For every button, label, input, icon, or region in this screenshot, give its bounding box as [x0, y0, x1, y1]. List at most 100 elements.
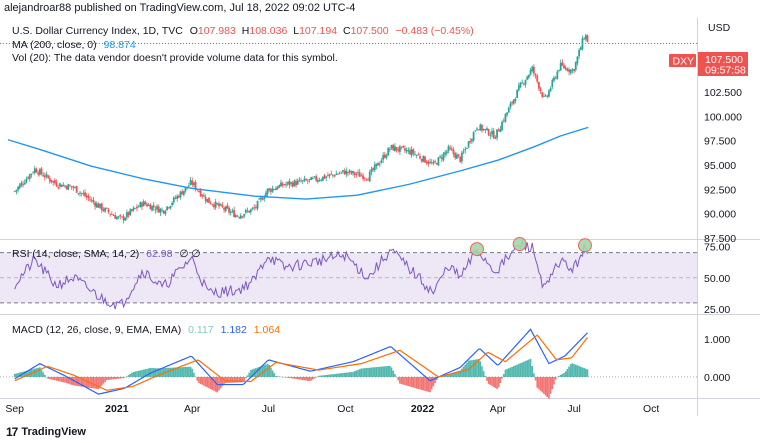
- candle-body: [419, 156, 421, 159]
- candle-body: [512, 99, 515, 104]
- macd-hist-bar: [459, 370, 462, 377]
- candle-body: [337, 173, 339, 175]
- macd-hist-bar: [285, 376, 287, 378]
- macd-hist-bar: [548, 376, 550, 399]
- macd-hist-bar: [55, 376, 58, 381]
- candle-body: [579, 47, 582, 51]
- macd-hist-bar: [477, 359, 480, 377]
- macd-hist-bar: [456, 371, 458, 377]
- candle-body: [224, 206, 227, 212]
- candle-body: [38, 169, 41, 175]
- macd-hist-bar: [512, 366, 515, 377]
- macd-tick-label: 0.000: [704, 372, 730, 384]
- macd-hist-bar: [295, 376, 297, 380]
- macd-hist-bar: [322, 375, 324, 377]
- macd-hist-bar: [499, 376, 502, 383]
- candle-body: [410, 149, 413, 156]
- macd-hist-bar: [583, 368, 585, 377]
- macd-hist-bar: [15, 373, 18, 377]
- macd-hist-bar: [251, 369, 254, 377]
- macd-hist-bar: [44, 374, 46, 377]
- candle-body: [259, 197, 262, 200]
- candle-body: [80, 192, 83, 194]
- macd-hist-bar: [245, 376, 247, 379]
- candle-body: [221, 204, 224, 207]
- macd-hist-bar: [424, 376, 426, 391]
- candle-body: [440, 157, 443, 159]
- macd-hist-bar: [116, 376, 118, 379]
- macd-hist-bar: [106, 376, 108, 381]
- candle-body: [476, 128, 478, 130]
- candle-body: [455, 154, 458, 159]
- candle-body: [166, 206, 169, 210]
- macd-hist-bar: [243, 376, 245, 381]
- candle-body: [521, 82, 524, 84]
- macd-hist-bar: [462, 366, 465, 377]
- macd-hist-bar: [303, 376, 306, 381]
- candle-body: [236, 215, 239, 217]
- macd-hist-bar: [261, 365, 264, 377]
- macd-hist-bar: [357, 369, 359, 377]
- candle-body: [64, 185, 66, 187]
- candle-body: [499, 128, 502, 133]
- candle-body: [553, 77, 555, 81]
- macd-hist-bar: [553, 376, 555, 385]
- macd-hist-bar: [471, 360, 473, 377]
- macd-hist-bar: [109, 376, 111, 380]
- rsi-label: RSI (14, close, SMA, 14, 2): [12, 248, 139, 260]
- macd-hist-bar: [142, 369, 145, 377]
- macd-hist-bar: [293, 376, 296, 379]
- macd-hist-bar: [94, 376, 96, 389]
- candle-body: [509, 103, 512, 108]
- macd-hist-bar: [323, 375, 326, 377]
- macd-hist-bar: [62, 376, 65, 383]
- candle-body: [219, 204, 222, 206]
- macd-signal-value: 1.064: [254, 324, 280, 336]
- candle-body: [517, 85, 520, 91]
- candle-body: [89, 199, 91, 201]
- candle-body: [131, 209, 133, 211]
- macd-hist-bar: [229, 376, 232, 383]
- ma-value: 98.874: [104, 39, 136, 51]
- candle-body: [181, 191, 184, 195]
- main-legend: U.S. Dollar Currency Index, 1D, TVC O107…: [12, 25, 474, 37]
- candle-body: [437, 157, 440, 166]
- macd-hist-bar: [446, 374, 448, 377]
- footer[interactable]: 17 TradingView: [6, 425, 86, 439]
- candle-body: [407, 149, 410, 152]
- candle-body: [405, 150, 408, 152]
- macd-hist-bar: [296, 376, 299, 380]
- macd-hist-value: 0.117: [188, 324, 214, 336]
- candle-body: [249, 209, 252, 213]
- candle-body: [373, 164, 376, 171]
- macd-hist-bar: [132, 371, 135, 377]
- candle-body: [415, 155, 418, 156]
- candle-body: [281, 183, 284, 186]
- macd-hist-bar: [258, 366, 261, 377]
- time-tick-label: Oct: [643, 403, 659, 415]
- candle-body: [471, 139, 473, 142]
- macd-hist-bar: [449, 373, 451, 377]
- candle-body: [253, 207, 256, 209]
- macd-hist-bar: [524, 360, 527, 377]
- macd-hist-bar: [569, 364, 572, 377]
- macd-hist-bar: [301, 376, 304, 381]
- macd-hist-bar: [256, 367, 259, 377]
- candle-body: [65, 186, 68, 189]
- macd-hist-bar: [213, 376, 215, 391]
- candle-body: [169, 205, 172, 209]
- candle-body: [266, 188, 269, 194]
- candle-body: [378, 163, 381, 165]
- candle-body: [263, 197, 266, 200]
- candle-body: [43, 175, 46, 178]
- macd-hist-bar: [578, 365, 580, 377]
- macd-hist-bar: [397, 376, 400, 381]
- macd-hist-bar: [389, 365, 391, 377]
- price-tick-label: 102.500: [704, 87, 742, 99]
- candle-body: [261, 198, 264, 201]
- candle-body: [15, 189, 18, 192]
- candle-body: [479, 124, 482, 131]
- macd-hist-bar: [65, 376, 68, 384]
- candle-body: [107, 209, 110, 213]
